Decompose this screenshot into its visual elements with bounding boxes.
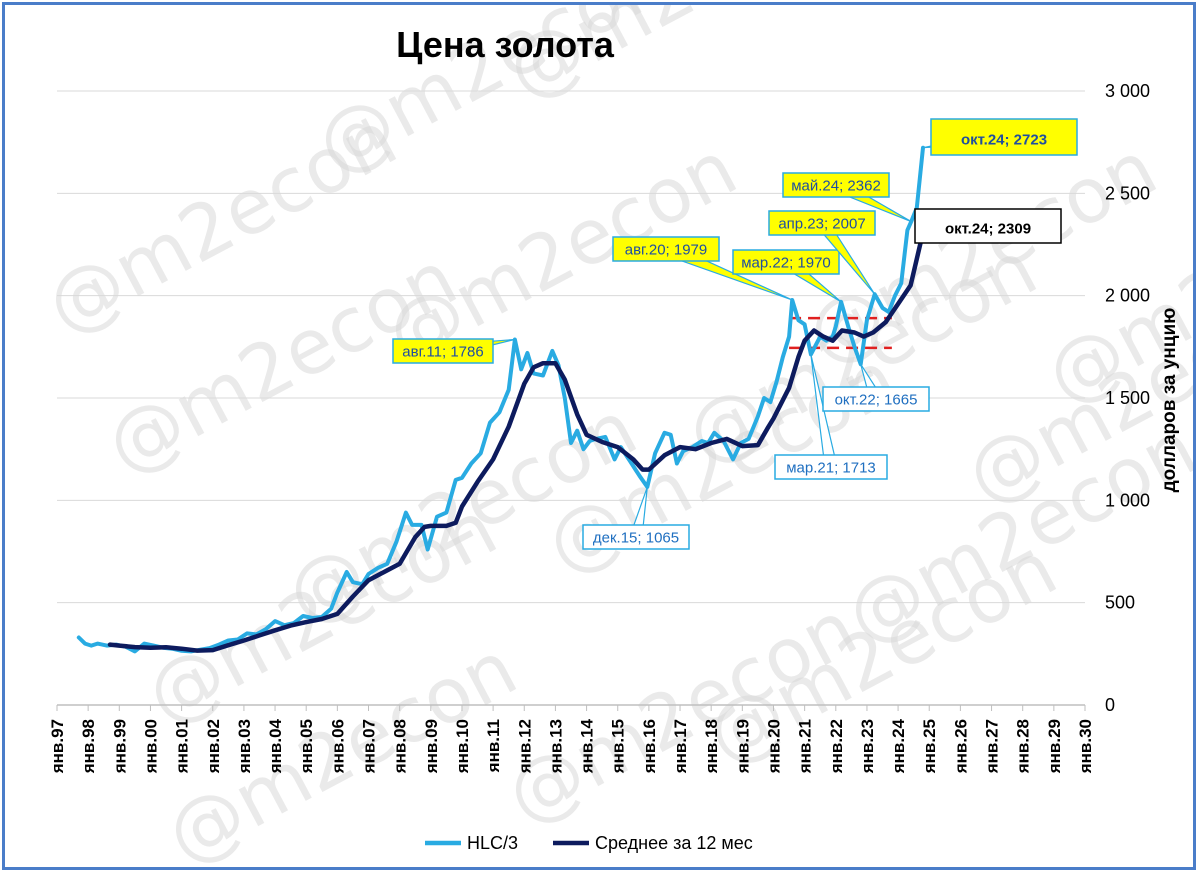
- x-tick-label: янв.12: [515, 719, 534, 774]
- chart-svg: @m2econ@m2econ@m2econ@m2econ@m2econ@m2ec…: [32, 5, 1193, 867]
- x-tick-label: янв.99: [110, 719, 129, 774]
- annotation-box: [392, 338, 494, 364]
- legend-label-hlc3: HLC/3: [467, 833, 518, 853]
- legend-label-avg12: Среднее за 12 мес: [595, 833, 753, 853]
- y-tick-label: 1 500: [1105, 388, 1150, 408]
- x-tick-label: янв.97: [48, 719, 67, 774]
- x-tick-label: янв.10: [453, 719, 472, 774]
- y-tick-label: 1 000: [1105, 490, 1150, 510]
- annotation-label: май.24; 2362: [791, 177, 881, 194]
- x-tick-label: янв.01: [173, 719, 192, 774]
- series-layer: [76, 145, 926, 654]
- annotation-box: [774, 454, 888, 480]
- annotation-label: апр.23; 2007: [778, 215, 865, 232]
- gridlines: [57, 90, 1085, 706]
- x-tick-label: янв.25: [920, 719, 939, 774]
- x-tick-label: янв.00: [141, 719, 160, 774]
- x-tick-label: янв.09: [422, 719, 441, 774]
- x-tick-label: янв.14: [578, 718, 597, 774]
- annotation-box: [930, 118, 1078, 156]
- annotation-layer: авг.11; 1786 авг.20; 1979 мар.22; 1970 апр.…: [392, 118, 1078, 550]
- x-tick-label: янв.07: [360, 719, 379, 774]
- annotation-box: [914, 208, 1062, 244]
- x-tick-label: янв.04: [266, 718, 285, 774]
- x-tick-label: янв.15: [609, 719, 628, 774]
- x-tick-label: янв.02: [204, 719, 223, 774]
- x-tick-label: янв.16: [640, 719, 659, 774]
- x-tick-label: янв.05: [297, 719, 316, 774]
- x-tick-label: янв.03: [235, 719, 254, 774]
- y-axis-ticks: 0 500 1 000 1 500 2 000 2 500 3 000: [1105, 81, 1150, 715]
- x-tick-label: янв.19: [733, 719, 752, 774]
- annotation-label: авг.20; 1979: [625, 241, 708, 258]
- x-tick-label: янв.27: [983, 719, 1002, 774]
- annotation-label: авг.11; 1786: [402, 343, 483, 360]
- x-tick-label: янв.06: [328, 719, 347, 774]
- annotation-label: окт.22; 1665: [835, 391, 918, 408]
- annotation-box: [582, 524, 690, 550]
- reference-lines: [789, 316, 892, 350]
- x-tick-label: янв.98: [79, 719, 98, 774]
- annotation-label: окт.24; 2723: [961, 132, 1047, 149]
- x-tick-label: янв.20: [764, 719, 783, 774]
- annotation-box: [732, 249, 840, 275]
- x-tick-label: янв.29: [1045, 719, 1064, 774]
- annotation-label: дек.15; 1065: [593, 529, 679, 546]
- series-line-avg12: [107, 230, 926, 653]
- y-tick-label: 0: [1105, 695, 1115, 715]
- annotation-label: окт.24; 2309: [945, 221, 1031, 238]
- y-tick-label: 2 000: [1105, 286, 1150, 306]
- annotation-box: [822, 386, 930, 412]
- chart-title: Цена золота: [396, 24, 615, 65]
- x-tick-label: янв.30: [1076, 719, 1095, 774]
- annotation-box: [768, 210, 876, 236]
- x-tick-label: янв.28: [1014, 719, 1033, 774]
- annotation-box: [782, 172, 890, 198]
- x-tick-label: янв.24: [889, 718, 908, 774]
- x-tick-label: янв.22: [827, 719, 846, 774]
- annotation-label: мар.22; 1970: [741, 254, 831, 271]
- x-tick-label: янв.13: [546, 719, 565, 774]
- x-tick-label: янв.08: [391, 719, 410, 774]
- y-axis-label: долларов за унцию: [1159, 308, 1180, 493]
- x-tick-label: янв.26: [951, 719, 970, 774]
- x-tick-label: янв.21: [796, 719, 815, 774]
- x-tick-label: янв.11: [484, 719, 503, 773]
- x-axis-ticks: янв.97 янв.98 янв.99 янв.00 янв.01 янв.02 янв.…: [48, 705, 1095, 774]
- x-tick-label: янв.17: [671, 719, 690, 774]
- annotation-box: [612, 236, 720, 262]
- y-tick-label: 500: [1105, 593, 1135, 613]
- y-tick-label: 2 500: [1105, 183, 1150, 203]
- annotation-label: мар.21; 1713: [786, 459, 876, 476]
- y-tick-label: 3 000: [1105, 81, 1150, 101]
- x-tick-label: янв.18: [702, 719, 721, 774]
- legend: HLC/3 Среднее за 12 мес: [425, 833, 753, 853]
- x-tick-label: янв.23: [858, 719, 877, 774]
